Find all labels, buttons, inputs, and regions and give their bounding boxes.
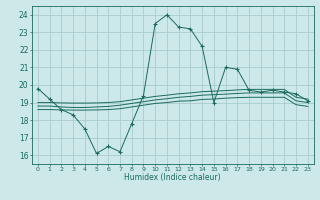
X-axis label: Humidex (Indice chaleur): Humidex (Indice chaleur)	[124, 173, 221, 182]
